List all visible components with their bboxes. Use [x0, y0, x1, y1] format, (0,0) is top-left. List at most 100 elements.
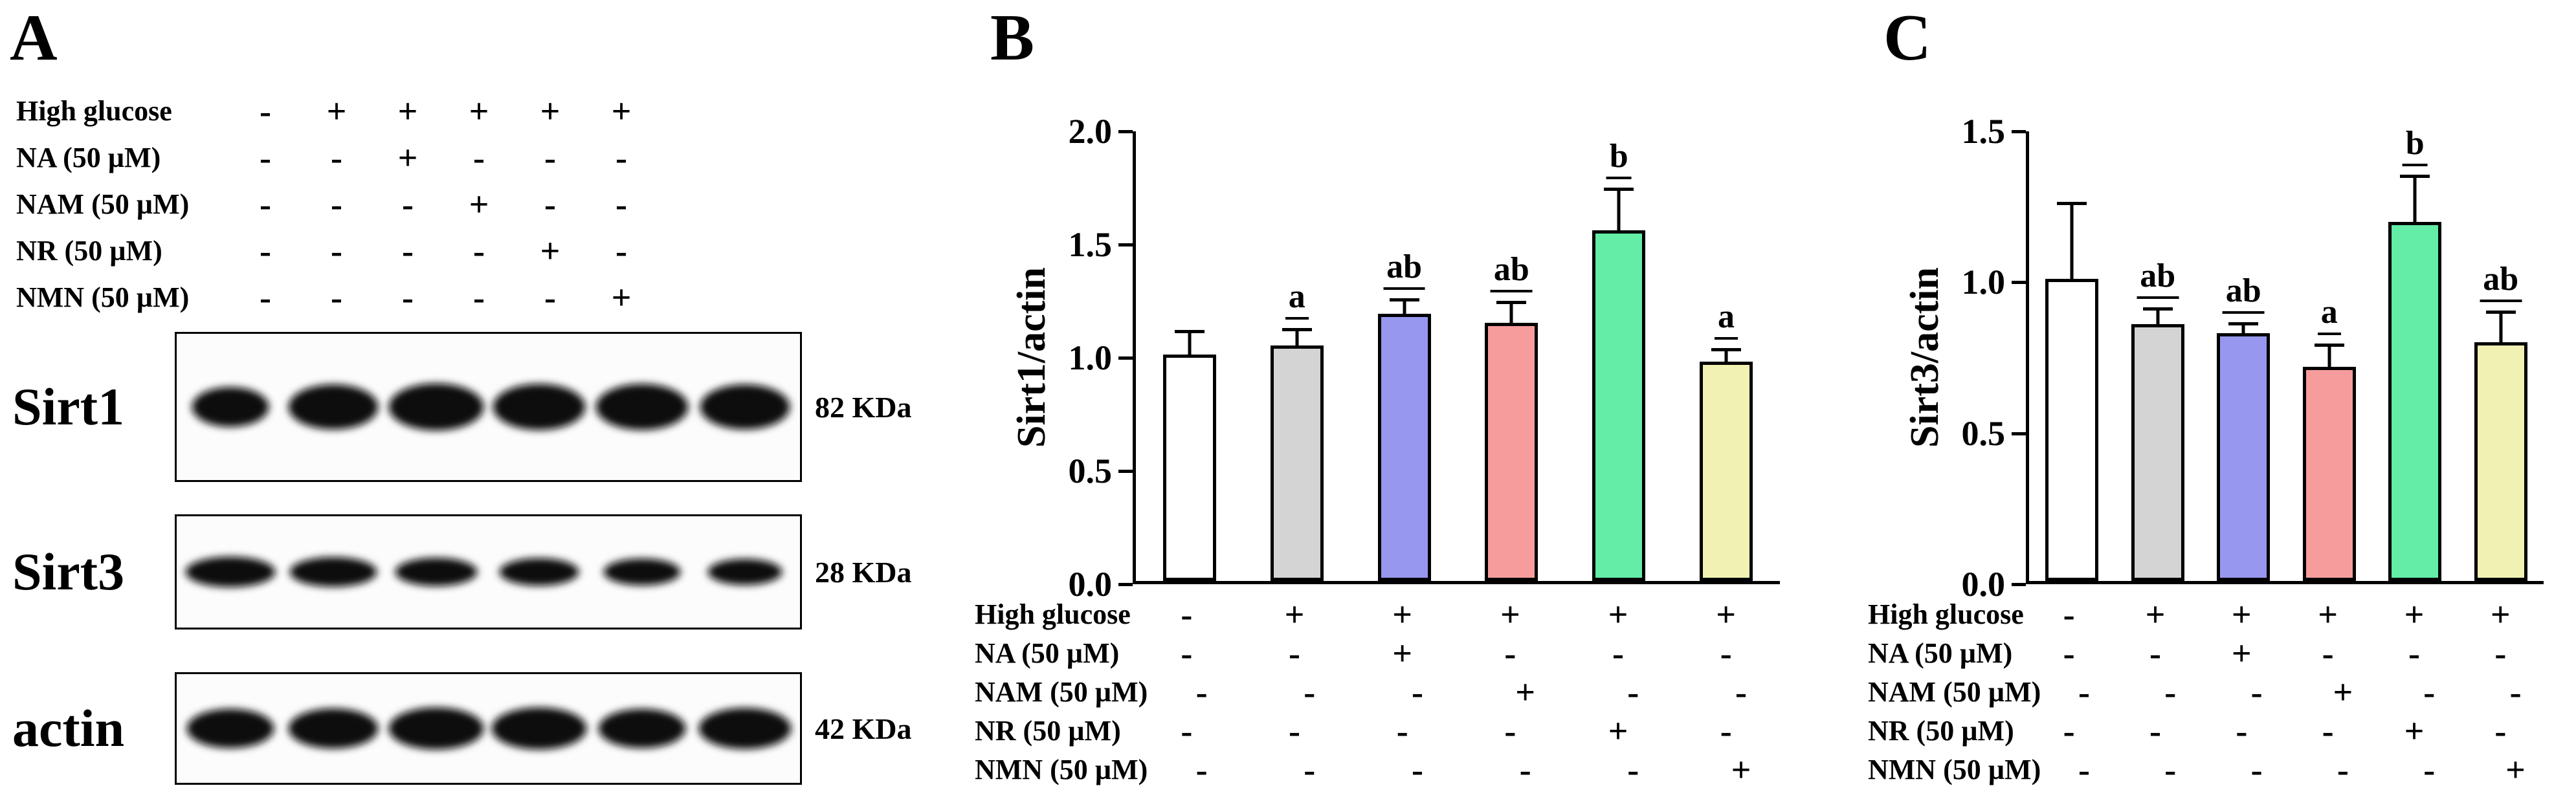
- treatment-sign: -: [1519, 750, 1531, 789]
- bar-group-2: ab: [2115, 131, 2201, 581]
- protein-band: [395, 558, 478, 586]
- treatment-sign: -: [473, 138, 485, 177]
- bar-group-4: ab: [1458, 131, 1565, 581]
- treatment-sign: -: [1304, 673, 1316, 712]
- treatment-sign: +: [326, 92, 347, 131]
- treatment-sign: -: [1612, 634, 1625, 673]
- treatment-sign: +: [540, 92, 561, 131]
- error-bar-cap: [1604, 187, 1634, 191]
- treatment-sign: +: [1608, 595, 1628, 634]
- bar: [2217, 333, 2271, 581]
- error-bar-cap: [1174, 330, 1205, 333]
- treatment-sign: -: [1735, 673, 1747, 712]
- bar-group-5: b: [2372, 126, 2458, 581]
- bar: [1485, 323, 1538, 581]
- treatment-sign: -: [2250, 750, 2263, 789]
- treatment-sign: -: [331, 185, 342, 224]
- protein-band: [186, 708, 274, 749]
- panel-b-axis-row-2: NAM (50 µM) - - - + - -: [971, 673, 1795, 712]
- y-axis-tick-label: 0.0: [1961, 565, 2006, 604]
- treatment-sign: -: [402, 232, 414, 270]
- bar: [2045, 279, 2099, 581]
- y-axis-tick: [1118, 470, 1133, 473]
- significance-label: b: [1606, 139, 1632, 179]
- treatment-sign: -: [331, 232, 342, 270]
- treatment-sign: -: [2063, 712, 2075, 750]
- treatment-sign: -: [1289, 712, 1300, 750]
- significance-label: ab: [2137, 259, 2179, 299]
- treatment-sign: -: [2078, 673, 2090, 712]
- y-axis-tick-label: 1.0: [1068, 338, 1113, 377]
- panel-a-treatment-row-1: NA (50 µM) - - + - - -: [16, 135, 657, 181]
- panel-b-label: B: [990, 1, 1035, 74]
- blot-row-actin: actin 42 KDa: [10, 672, 912, 785]
- treatment-sign: +: [469, 92, 489, 131]
- y-axis-tick: [1118, 583, 1133, 586]
- panel-a-treatment-row-label: High glucose: [16, 95, 172, 127]
- bar: [1162, 355, 1216, 581]
- y-axis-tick: [2012, 130, 2026, 133]
- treatment-sign: +: [2505, 750, 2526, 789]
- protein-band: [499, 558, 579, 586]
- treatment-sign: -: [1181, 712, 1193, 750]
- treatment-sign: -: [2250, 673, 2263, 712]
- significance-label: a: [2317, 296, 2341, 335]
- protein-band: [700, 384, 790, 430]
- treatment-sign: +: [611, 278, 632, 317]
- bar: [1700, 361, 1753, 581]
- panel-a-treatment-row-cells: - - - - + -: [230, 234, 657, 268]
- bar: [2131, 324, 2184, 581]
- panel-c-axis-row-label: NR (50 µM): [1868, 715, 2014, 747]
- treatment-sign: -: [2408, 634, 2420, 673]
- bar-group-6: a: [1672, 131, 1780, 581]
- y-axis-tick: [1118, 356, 1133, 360]
- treatment-sign: -: [2322, 712, 2334, 750]
- y-axis-title-sirt3: Sirt3/actin: [1903, 267, 1947, 448]
- panel-b-axis-row-label: NAM (50 µM): [975, 676, 1148, 708]
- treatment-sign: -: [1504, 634, 1516, 673]
- protein-band: [707, 558, 783, 586]
- treatment-sign: +: [469, 185, 489, 224]
- error-bar-cap: [2142, 307, 2173, 311]
- protein-band: [698, 708, 792, 749]
- panel-a-treatment-row-3: NR (50 µM) - - - - + -: [16, 228, 657, 274]
- treatment-sign: -: [402, 278, 414, 317]
- error-bar: [2070, 203, 2074, 279]
- treatment-sign: -: [544, 138, 556, 177]
- treatment-sign: -: [2164, 750, 2177, 789]
- panel-c-axis-row-cells: - - - - - +: [2041, 752, 2559, 787]
- treatment-sign: -: [1195, 750, 1208, 789]
- panel-c-axis-row-label: High glucose: [1868, 598, 2024, 630]
- treatment-sign: -: [2494, 712, 2507, 750]
- panel-c-axis-row-cells: - - + - - -: [2026, 636, 2544, 671]
- treatment-sign: +: [2490, 595, 2511, 634]
- error-bar: [2156, 309, 2160, 325]
- panel-c: C Sirt3/actin 0.0 0.5 1.0 1.5 ab ab a b ab High …: [1864, 5, 2576, 798]
- bar-group-4: a: [2287, 131, 2373, 581]
- error-bar: [2499, 312, 2503, 343]
- panel-c-axis-row-3: NR (50 µM) - - - - + -: [1864, 712, 2559, 750]
- y-axis-tick-label: 1.0: [1961, 263, 2006, 302]
- treatment-sign: +: [611, 92, 632, 131]
- significance-label: ab: [1383, 250, 1426, 290]
- panel-c-axis-row-cells: - + + + + +: [2026, 597, 2544, 632]
- error-bar: [2413, 176, 2417, 222]
- y-axis-tick-label: 1.5: [1961, 112, 2006, 151]
- error-bar-cap: [2228, 322, 2259, 326]
- molecular-weight-label: 42 KDa: [815, 712, 912, 745]
- protein-band: [603, 558, 681, 586]
- bar-group-3: ab: [2201, 131, 2287, 581]
- treatment-sign: -: [1181, 595, 1193, 634]
- treatment-sign: +: [1392, 595, 1413, 634]
- bar-group-1: [2029, 131, 2115, 581]
- treatment-sign: -: [473, 278, 485, 317]
- blot-membrane: [175, 332, 802, 482]
- error-bar-cap: [2400, 174, 2430, 178]
- protein-band: [185, 556, 276, 587]
- treatment-sign: +: [397, 92, 418, 131]
- y-axis-tick: [2012, 432, 2026, 435]
- significance-label: b: [2402, 126, 2428, 166]
- protein-label: Sirt1: [12, 377, 125, 436]
- bar: [1377, 314, 1431, 581]
- y-axis-tick-label: 0.5: [1961, 413, 2006, 453]
